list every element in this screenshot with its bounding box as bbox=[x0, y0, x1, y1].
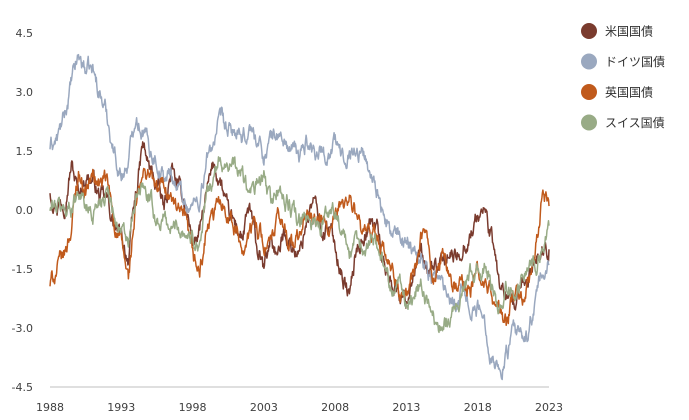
series-lines bbox=[49, 53, 550, 381]
x-tick-label: 2008 bbox=[321, 401, 349, 414]
legend-marker bbox=[581, 114, 597, 131]
legend-label: スイス国債 bbox=[605, 115, 665, 130]
legend-label: 米国国債 bbox=[605, 24, 653, 39]
series-line bbox=[49, 141, 550, 311]
x-tick-label: 2003 bbox=[250, 401, 278, 414]
y-tick-label: 4.5 bbox=[16, 27, 34, 40]
legend-label: 英国国債 bbox=[605, 85, 653, 100]
series-line bbox=[49, 53, 550, 381]
series-line bbox=[49, 156, 550, 334]
y-tick-label: 1.5 bbox=[16, 145, 34, 158]
y-tick-label: -1.5 bbox=[12, 263, 33, 276]
y-tick-label: -3.0 bbox=[12, 322, 33, 335]
legend-marker bbox=[581, 53, 597, 70]
x-tick-label: 1998 bbox=[179, 401, 207, 414]
x-tick-label: 2013 bbox=[392, 401, 420, 414]
y-tick-label: 3.0 bbox=[16, 86, 34, 99]
y-tick-label: -4.5 bbox=[12, 381, 33, 394]
legend-label: ドイツ国債 bbox=[605, 54, 665, 69]
legend-marker bbox=[581, 23, 597, 39]
x-tick-label: 2018 bbox=[464, 401, 492, 414]
x-tick-label: 2023 bbox=[535, 401, 563, 414]
series-line bbox=[49, 167, 550, 327]
legend-marker bbox=[581, 84, 597, 100]
x-tick-label: 1988 bbox=[36, 401, 64, 414]
x-axis-tick-labels: 1988 1993 1998 2003 2008 2013 2018 2023 bbox=[36, 401, 563, 414]
y-tick-label: 0.0 bbox=[16, 204, 34, 217]
x-tick-label: 1993 bbox=[107, 401, 135, 414]
y-axis-tick-labels: 4.5 3.0 1.5 0.0 -1.5 -3.0 -4.5 bbox=[12, 27, 33, 394]
